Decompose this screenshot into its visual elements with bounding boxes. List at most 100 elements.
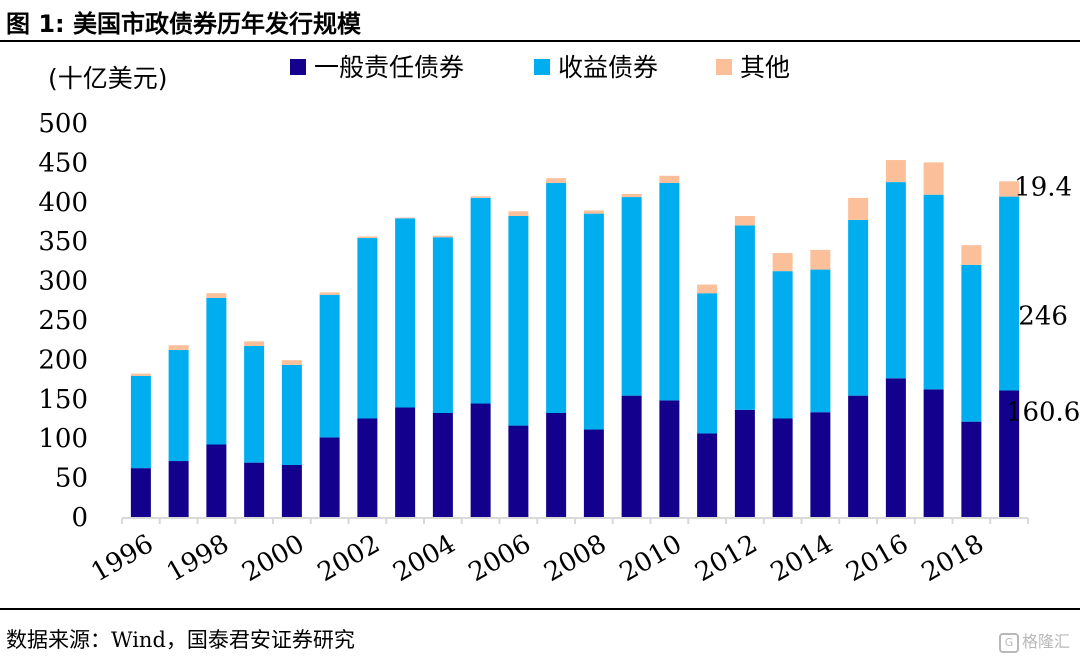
bar-other-2014 [810, 249, 831, 270]
watermark-logo-icon: G [998, 632, 1019, 653]
bar-general-obligation-2011 [697, 433, 718, 517]
x-tick-label: 2004 [388, 529, 460, 588]
bar-general-obligation-2001 [319, 437, 340, 517]
bar-general-obligation-2014 [810, 412, 831, 517]
x-tick-label: 2018 [917, 529, 989, 588]
bar-general-obligation-2003 [395, 407, 416, 517]
bar-general-obligation-2004 [432, 412, 453, 517]
bar-other-2018 [961, 245, 982, 265]
x-tick-label: 2012 [690, 529, 762, 588]
bar-revenue-2003 [395, 218, 416, 408]
legend-label-other: 其他 [740, 53, 790, 82]
bar-other-2011 [697, 284, 718, 294]
y-tick-label: 100 [38, 424, 88, 454]
bar-general-obligation-2017 [923, 389, 944, 517]
y-tick-label: 400 [38, 188, 88, 218]
y-tick-label: 450 [38, 148, 88, 178]
bar-revenue-2010 [659, 182, 680, 401]
x-tick-label: 2010 [615, 529, 687, 588]
legend-swatch-general-obligation [290, 59, 306, 75]
bar-revenue-1999 [244, 346, 265, 463]
bar-revenue-2008 [583, 213, 604, 430]
bar-other-1999 [244, 341, 265, 347]
y-tick-label: 50 [55, 464, 88, 494]
bar-revenue-1998 [206, 297, 227, 445]
bar-general-obligation-2000 [281, 464, 302, 517]
y-axis-unit-label: (十亿美元) [48, 64, 168, 93]
x-tick-label: 2000 [237, 529, 309, 588]
bar-revenue-2006 [508, 215, 529, 426]
x-tick-label: 1996 [86, 529, 158, 588]
x-tick-label: 2014 [766, 529, 838, 588]
bar-revenue-2007 [546, 182, 567, 413]
bar-other-2000 [281, 360, 302, 365]
y-tick-label: 0 [71, 503, 88, 533]
bar-general-obligation-2018 [961, 421, 982, 517]
y-tick-label: 150 [38, 385, 88, 415]
legend-swatch-revenue [534, 59, 550, 75]
bar-revenue-2005 [470, 197, 491, 404]
bar-general-obligation-1996 [130, 468, 151, 517]
bar-revenue-2001 [319, 294, 340, 438]
bar-other-2003 [395, 217, 416, 219]
bar-general-obligation-2006 [508, 425, 529, 517]
bar-revenue-1996 [130, 375, 151, 469]
bar-revenue-2016 [885, 182, 906, 379]
y-tick-label: 350 [38, 227, 88, 257]
bar-other-2008 [583, 210, 604, 214]
bar-other-2012 [734, 215, 755, 226]
bar-general-obligation-2005 [470, 403, 491, 517]
bar-other-2017 [923, 162, 944, 195]
bar-other-2002 [357, 236, 378, 239]
data-label: 160.6 [1006, 397, 1080, 427]
bar-other-2016 [885, 160, 906, 183]
x-tick-label: 2016 [841, 529, 913, 588]
legend-label-revenue: 收益债券 [558, 53, 658, 82]
bar-general-obligation-1998 [206, 444, 227, 517]
data-label: 246 [1018, 302, 1068, 332]
bar-other-1996 [130, 373, 151, 376]
bar-general-obligation-2010 [659, 400, 680, 517]
bar-general-obligation-1997 [168, 461, 189, 517]
bar-other-2009 [621, 193, 642, 198]
bar-revenue-2019 [999, 196, 1020, 391]
data-label: 19.4 [1014, 172, 1072, 202]
bar-revenue-2004 [432, 237, 453, 413]
bar-general-obligation-2019 [999, 390, 1020, 517]
x-tick-label: 2006 [464, 529, 536, 588]
bar-general-obligation-2016 [885, 378, 906, 517]
title-divider [0, 40, 1080, 42]
bar-other-2001 [319, 292, 340, 295]
y-tick-label: 200 [38, 345, 88, 375]
watermark: G 格隆汇 [998, 628, 1070, 653]
y-tick-label: 250 [38, 306, 88, 336]
bar-other-2004 [432, 235, 453, 238]
bar-revenue-2017 [923, 194, 944, 390]
bar-general-obligation-2012 [734, 409, 755, 517]
bar-revenue-2000 [281, 364, 302, 465]
footer-divider [0, 608, 1080, 610]
source-note: 数据来源：Wind，国泰君安证券研究 [6, 628, 355, 652]
bar-revenue-2015 [848, 219, 869, 396]
y-tick-label: 300 [38, 267, 88, 297]
bar-other-2007 [546, 178, 567, 183]
legend-swatch-other [716, 59, 732, 75]
bar-revenue-2009 [621, 197, 642, 396]
bar-other-2019 [999, 181, 1020, 197]
chart-title: 图 1: 美国市政债券历年发行规模 [6, 10, 362, 38]
y-tick-label: 500 [38, 109, 88, 139]
bar-revenue-2002 [357, 238, 378, 419]
bar-revenue-2018 [961, 264, 982, 422]
bar-general-obligation-1999 [244, 462, 265, 517]
bar-revenue-1997 [168, 349, 189, 462]
bar-other-1998 [206, 293, 227, 298]
bar-revenue-2014 [810, 269, 831, 413]
bar-general-obligation-2015 [848, 395, 869, 517]
bar-revenue-2012 [734, 225, 755, 410]
bar-general-obligation-2002 [357, 418, 378, 517]
watermark-text: 格隆汇 [1021, 632, 1070, 651]
bar-general-obligation-2009 [621, 395, 642, 517]
x-tick-label: 2002 [313, 529, 385, 588]
bar-revenue-2013 [772, 271, 793, 419]
x-tick-label: 2008 [539, 529, 611, 588]
